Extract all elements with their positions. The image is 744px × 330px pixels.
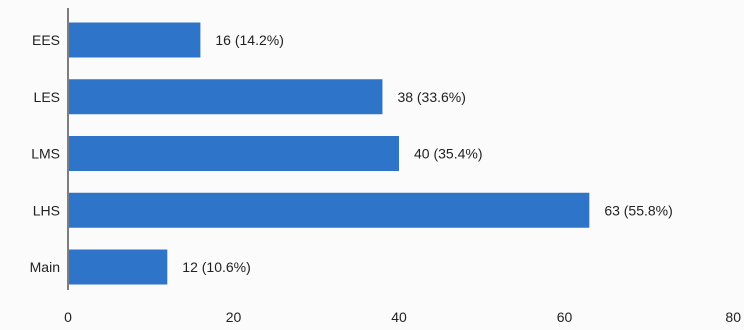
y-tick-label-lhs: LHS <box>33 202 60 218</box>
bar-main <box>69 249 168 285</box>
data-label-lhs: 63 (55.8%) <box>604 202 672 218</box>
bars-layer <box>69 22 590 285</box>
data-label-lms: 40 (35.4%) <box>414 146 482 162</box>
y-tick-label-les: LES <box>34 89 60 105</box>
y-tick-label-main: Main <box>30 259 60 275</box>
bar-lhs <box>69 192 590 228</box>
labels-layer: EES 16 (14.2%) LES 38 (33.6%) LMS 40 (35.4%) L… <box>30 32 673 275</box>
data-label-ees: 16 (14.2%) <box>215 32 283 48</box>
bar-lms <box>69 136 399 171</box>
x-tick-label-20: 20 <box>226 309 242 325</box>
ticks-layer: 0 20 40 60 80 <box>64 309 741 325</box>
x-tick-label-80: 80 <box>725 309 741 325</box>
x-tick-label-0: 0 <box>64 309 72 325</box>
y-tick-label-ees: EES <box>32 32 60 48</box>
bar-ees <box>69 22 201 58</box>
data-label-les: 38 (33.6%) <box>397 89 465 105</box>
bar-les <box>69 79 383 115</box>
y-tick-label-lms: LMS <box>31 146 60 162</box>
x-tick-label-60: 60 <box>557 309 573 325</box>
x-tick-label-40: 40 <box>391 309 407 325</box>
data-label-main: 12 (10.6%) <box>182 259 250 275</box>
